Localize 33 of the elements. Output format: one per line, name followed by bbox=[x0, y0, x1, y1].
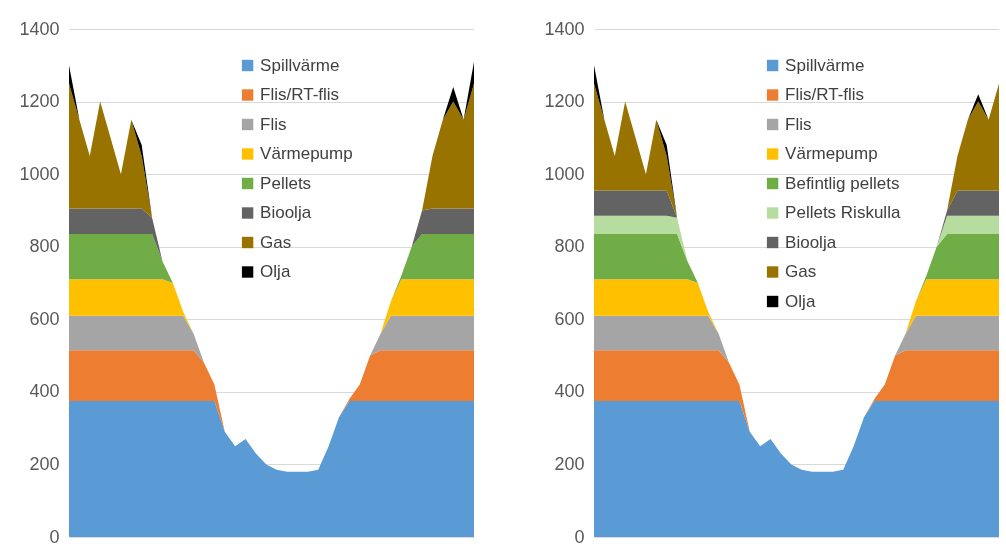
y-tick-label: 400 bbox=[29, 381, 60, 402]
legend-label: Pellets bbox=[260, 173, 312, 193]
legend-label: Bioolja bbox=[785, 232, 837, 252]
legend-label: Värmepump bbox=[785, 144, 878, 163]
legend-label: Befintlig pellets bbox=[785, 173, 900, 193]
y-tick-label: 1200 bbox=[544, 91, 585, 112]
legend-label: Gas bbox=[785, 262, 817, 281]
legend-label: Pellets Riskulla bbox=[785, 203, 901, 222]
legend-label: Bioolja bbox=[260, 203, 312, 222]
y-tick-label: 0 bbox=[574, 526, 585, 547]
legend-label: Flis bbox=[260, 114, 287, 134]
y-tick-label: 1400 bbox=[544, 18, 585, 39]
legend-label: Olja bbox=[785, 291, 816, 311]
y-tick-label: 1400 bbox=[19, 18, 60, 39]
y-tick-label: 0 bbox=[49, 526, 60, 547]
y-tick-label: 800 bbox=[29, 236, 60, 257]
legend-label: Flis/RT-flis bbox=[260, 85, 340, 104]
y-tick-label: 1000 bbox=[544, 163, 585, 184]
legend-label: Spillvärme bbox=[260, 55, 340, 75]
y-tick-label: 200 bbox=[29, 453, 60, 474]
y-tick-label: 800 bbox=[554, 236, 585, 257]
legend-label: Värmepump bbox=[260, 144, 353, 163]
y-tick-label: 1200 bbox=[19, 91, 60, 112]
legend-label: Gas bbox=[260, 232, 292, 252]
y-tick-label: 200 bbox=[554, 453, 585, 474]
y-tick-label: 600 bbox=[554, 308, 585, 329]
y-tick-label: 1000 bbox=[19, 163, 60, 184]
legend-label: Flis bbox=[785, 114, 812, 134]
legend-label: Olja bbox=[260, 262, 291, 281]
legend-label: Spillvärme bbox=[785, 55, 865, 75]
y-tick-label: 400 bbox=[554, 381, 585, 402]
legend-label: Flis/RT-flis bbox=[785, 85, 865, 104]
y-tick-label: 600 bbox=[29, 308, 60, 329]
